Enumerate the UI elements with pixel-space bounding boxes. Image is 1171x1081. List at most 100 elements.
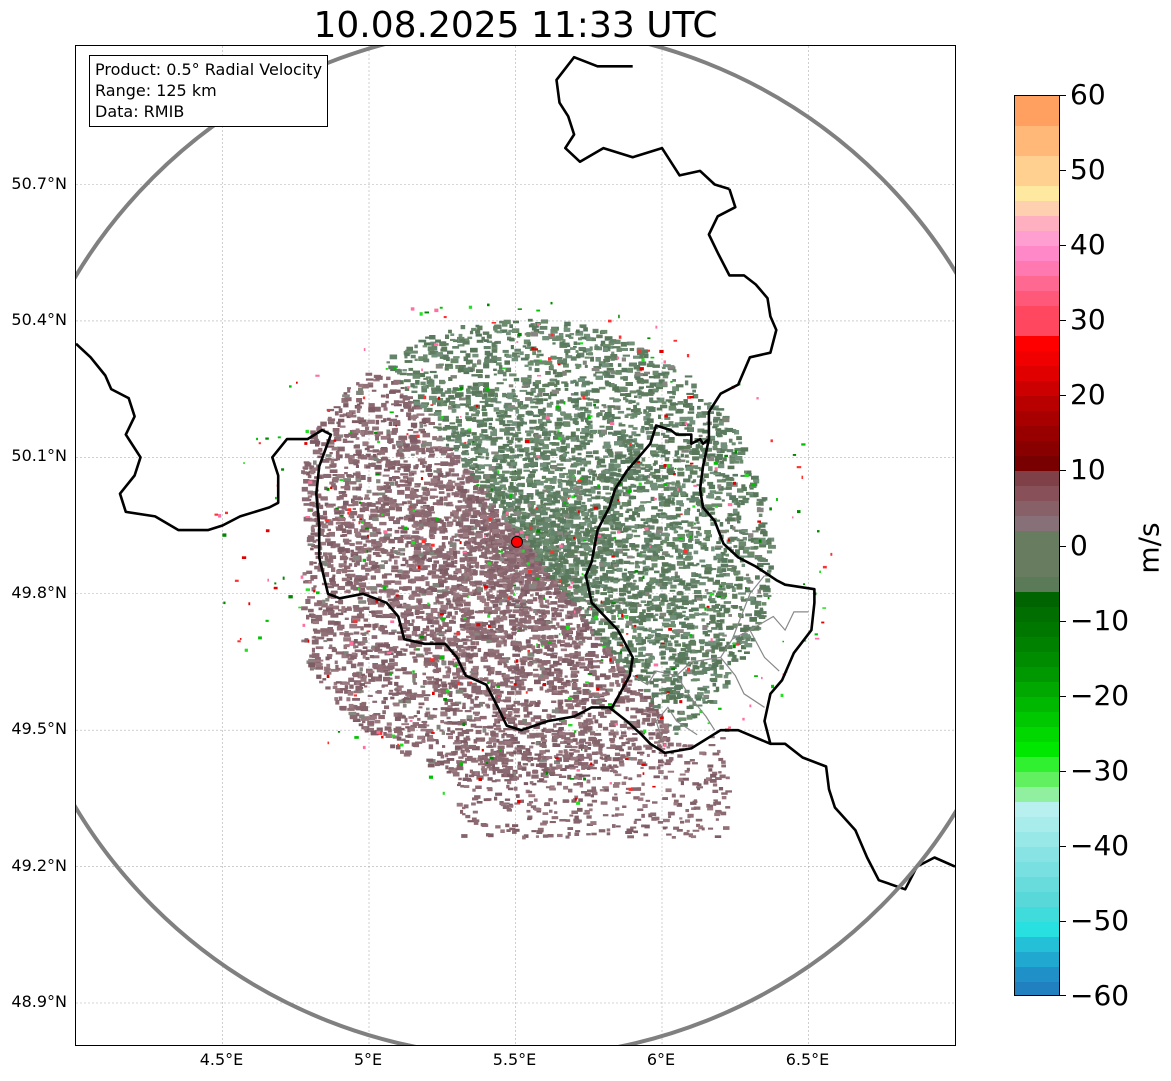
- colorbar-tick: [1060, 170, 1066, 172]
- colorbar-tick: [1060, 620, 1066, 622]
- colorbar-tick: [1060, 845, 1066, 847]
- colorbar-segment: [1015, 696, 1059, 713]
- colorbar-segment: [1015, 966, 1059, 983]
- colorbar-segment: [1015, 351, 1059, 367]
- colorbar-segment: [1015, 201, 1059, 217]
- colorbar-segment: [1015, 846, 1059, 863]
- info-product: Product: 0.5° Radial Velocity: [95, 60, 323, 79]
- colorbar-segment: [1015, 156, 1059, 187]
- lat-tick-label: 48.9°N: [11, 992, 67, 1011]
- radar-map: [75, 45, 956, 1046]
- lon-tick-label: 6.5°E: [785, 1050, 830, 1069]
- colorbar-segment: [1015, 576, 1059, 593]
- colorbar-tick-label: 40: [1070, 228, 1106, 262]
- info-range: Range: 125 km: [95, 81, 217, 100]
- border-line: [76, 342, 955, 891]
- colorbar-segment: [1015, 501, 1059, 518]
- colorbar-tick: [1060, 95, 1066, 96]
- colorbar-segment: [1015, 366, 1059, 382]
- colorbar-segment: [1015, 96, 1059, 127]
- colorbar-segment: [1015, 426, 1059, 442]
- colorbar-segment: [1015, 486, 1059, 503]
- colorbar-segment: [1015, 651, 1059, 668]
- colorbar-segment: [1015, 711, 1059, 728]
- colorbar-unit-label: m/s: [1132, 522, 1166, 574]
- colorbar-segment: [1015, 456, 1059, 472]
- colorbar-tick-label: 60: [1070, 78, 1106, 111]
- radar-site-marker: [510, 535, 523, 548]
- colorbar-tick: [1060, 545, 1066, 547]
- colorbar-segment: [1015, 261, 1059, 277]
- colorbar-tick-label: 20: [1070, 378, 1106, 412]
- border-line: [555, 55, 730, 191]
- colorbar-segment: [1015, 621, 1059, 638]
- colorbar-segment: [1015, 471, 1059, 488]
- colorbar-segment: [1015, 861, 1059, 878]
- colorbar-tick: [1060, 470, 1066, 472]
- colorbar-tick-label: −20: [1070, 678, 1130, 712]
- colorbar-segment: [1015, 951, 1059, 968]
- colorbar-tick-label: −10: [1070, 603, 1130, 637]
- colorbar-tick: [1060, 920, 1066, 922]
- lat-tick-label: 49.2°N: [11, 855, 67, 875]
- colorbar-tick-label: 10: [1070, 453, 1106, 487]
- lon-tick-label: 5.5°E: [492, 1050, 537, 1069]
- colorbar-segment: [1015, 291, 1059, 307]
- colorbar-tick-label: −30: [1070, 753, 1130, 787]
- lat-tick-label: 49.8°N: [11, 582, 67, 602]
- colorbar-segment: [1015, 891, 1059, 908]
- colorbar-segment: [1015, 231, 1059, 247]
- colorbar-segment: [1015, 126, 1059, 157]
- lon-tick-label: 4.5°E: [199, 1050, 244, 1069]
- colorbar-segment: [1015, 876, 1059, 893]
- info-data-source: Data: RMIB: [95, 102, 185, 121]
- colorbar-tick-label: 30: [1070, 303, 1106, 337]
- commune-line: [749, 629, 780, 672]
- lat-tick-label: 50.4°N: [11, 309, 67, 329]
- colorbar: [1014, 95, 1060, 996]
- commune-line: [731, 575, 765, 640]
- colorbar-segment: [1015, 381, 1059, 397]
- colorbar-segment: [1015, 246, 1059, 262]
- colorbar-segment: [1015, 921, 1059, 938]
- colorbar-segment: [1015, 666, 1059, 683]
- colorbar-segment: [1015, 741, 1059, 758]
- border-line: [584, 188, 778, 709]
- country-borders: [76, 55, 955, 891]
- colorbar-segment: [1015, 276, 1059, 292]
- commune-line: [632, 611, 809, 686]
- map-title: 10.08.2025 11:33 UTC: [313, 5, 718, 46]
- colorbar-segment: [1015, 441, 1059, 457]
- colorbar-segment: [1015, 516, 1059, 533]
- colorbar-tick-label: 0: [1070, 528, 1088, 562]
- colorbar-tick-label: −60: [1070, 979, 1130, 1012]
- colorbar-segment: [1015, 396, 1059, 412]
- colorbar-segment: [1015, 831, 1059, 848]
- commune-line: [655, 706, 698, 740]
- colorbar-segment: [1015, 771, 1059, 788]
- colorbar-segment: [1015, 306, 1059, 337]
- colorbar-segment: [1015, 336, 1059, 352]
- colorbar-tick: [1060, 770, 1066, 772]
- colorbar-segment: [1015, 531, 1059, 578]
- colorbar-segment: [1015, 906, 1059, 923]
- colorbar-segment: [1015, 636, 1059, 653]
- colorbar-segment: [1015, 726, 1059, 743]
- colorbar-tick-label: −40: [1070, 828, 1130, 862]
- colorbar-segment: [1015, 411, 1059, 427]
- lat-tick-label: 50.1°N: [11, 446, 67, 466]
- colorbar-segment: [1015, 216, 1059, 232]
- colorbar-segment: [1015, 186, 1059, 202]
- colorbar-tick: [1060, 395, 1066, 397]
- colorbar-tick-label: 50: [1070, 153, 1106, 187]
- info-box: Product: 0.5° Radial Velocity Range: 125…: [89, 55, 329, 127]
- colorbar-tick: [1060, 995, 1066, 996]
- colorbar-tick-label: −50: [1070, 903, 1130, 937]
- lon-tick-label: 5°E: [353, 1050, 383, 1069]
- colorbar-segment: [1015, 936, 1059, 953]
- colorbar-segment: [1015, 981, 1059, 995]
- commune-line: [720, 657, 765, 708]
- colorbar-segment: [1015, 786, 1059, 803]
- colorbar-segment: [1015, 801, 1059, 818]
- colorbar-segment: [1015, 591, 1059, 608]
